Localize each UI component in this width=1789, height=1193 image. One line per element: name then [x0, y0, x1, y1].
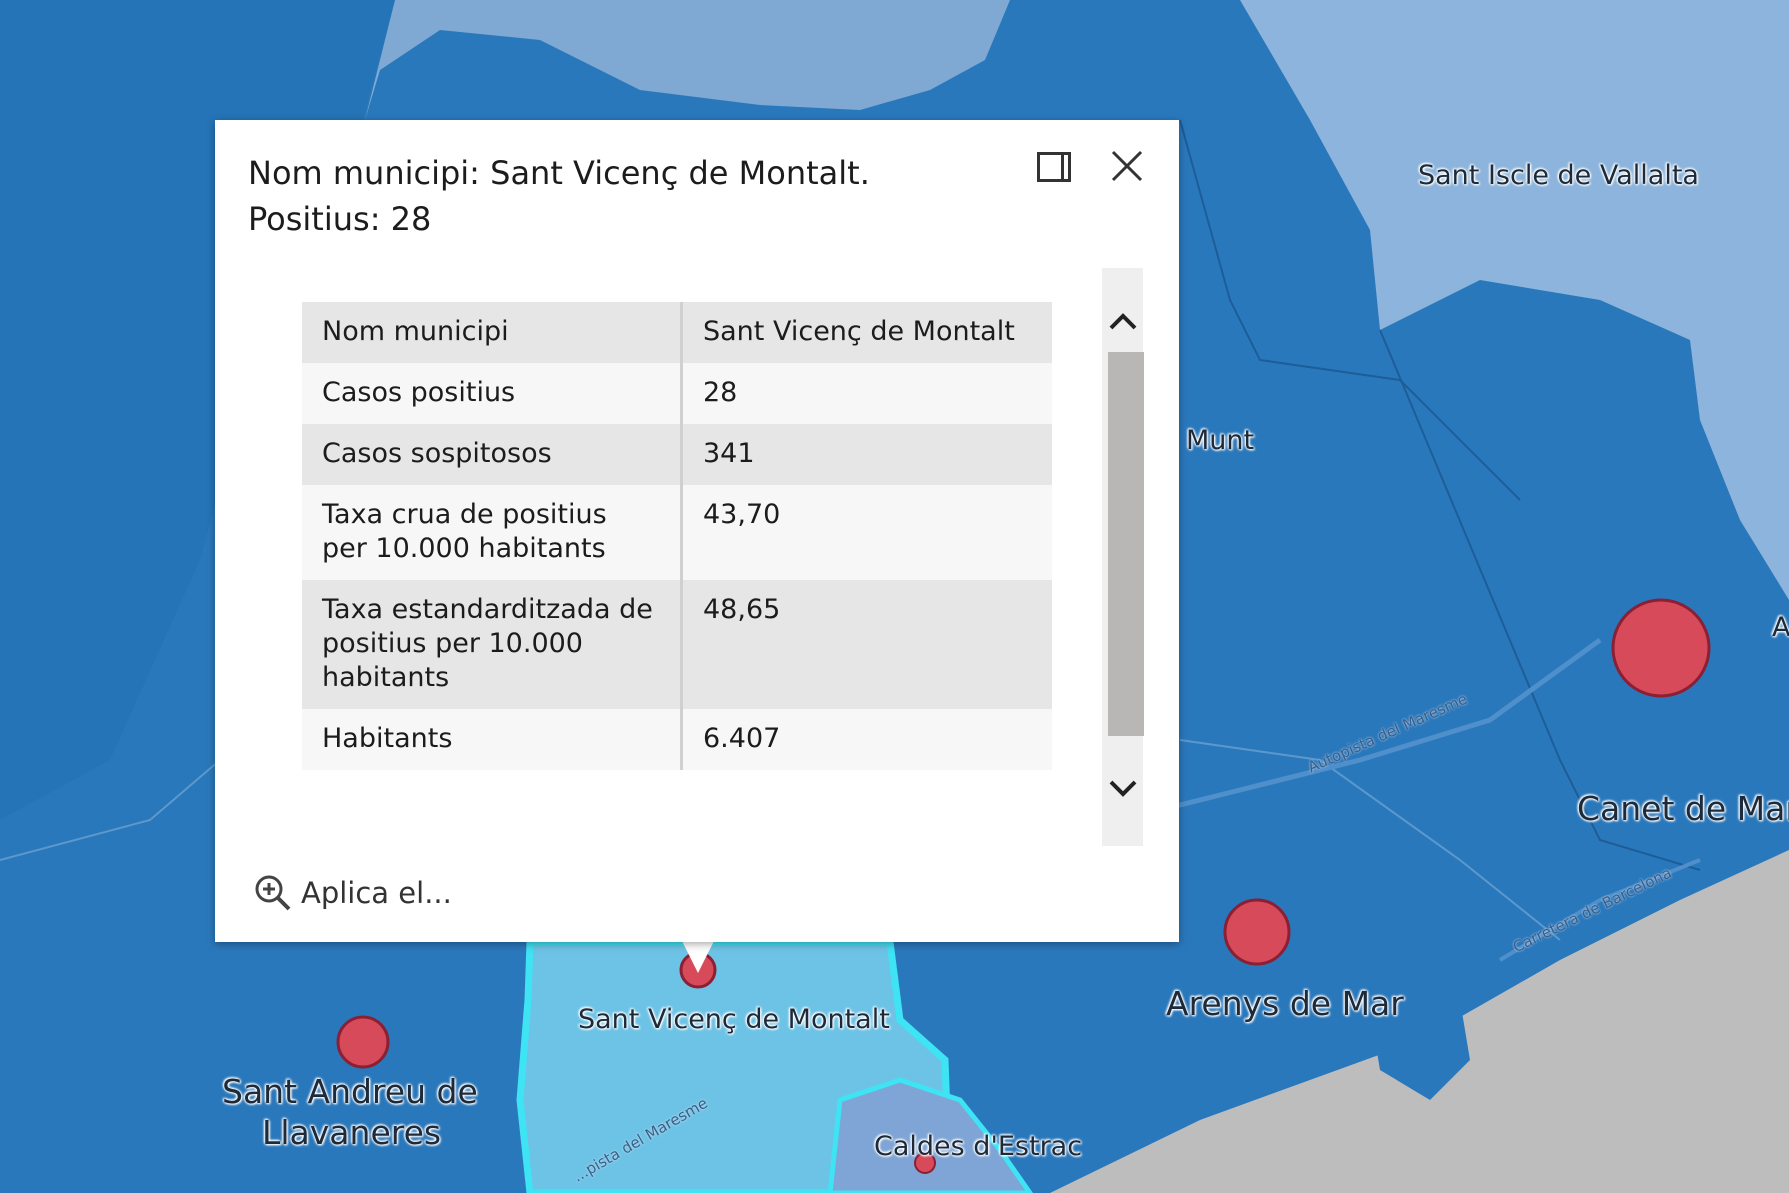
label-caldes: Caldes d'Estrac [874, 1131, 1083, 1162]
marker-canet[interactable] [1611, 598, 1711, 698]
label-munt: Munt [1186, 425, 1255, 456]
field-value: 43,70 [681, 485, 1052, 580]
popup-pointer [682, 941, 714, 973]
label-sant-andreu-line1: Sant Andreu de [222, 1072, 478, 1111]
table-row: Habitants 6.407 [302, 709, 1052, 770]
table-row: Taxa crua de positius per 10.000 habitan… [302, 485, 1052, 580]
marker-caldes[interactable] [914, 1152, 936, 1174]
region-east-light[interactable] [1720, 300, 1789, 560]
attribute-table-area: Nom municipi Sant Vicenç de Montalt Caso… [302, 302, 1052, 788]
popup-scrollbar[interactable] [1102, 268, 1144, 846]
feature-popup: Nom municipi: Sant Vicenç de Montalt. Po… [215, 120, 1179, 942]
label-sant-andreu-line2: Llavaneres [262, 1113, 442, 1152]
marker-sant-andreu[interactable] [336, 1015, 390, 1069]
region-caldes[interactable] [827, 1077, 1034, 1193]
table-row: Casos positius 28 [302, 363, 1052, 424]
table-row: Nom municipi Sant Vicenç de Montalt [302, 302, 1052, 363]
field-value: 6.407 [681, 709, 1052, 770]
dock-panel-icon[interactable] [1037, 152, 1071, 182]
scroll-up-icon[interactable] [1102, 268, 1143, 348]
popup-title: Nom municipi: Sant Vicenç de Montalt. Po… [248, 154, 870, 238]
label-sant-vicenc: Sant Vicenç de Montalt [578, 1004, 890, 1035]
table-row: Taxa estandarditzada de positius per 10.… [302, 580, 1052, 709]
attribute-table: Nom municipi Sant Vicenç de Montalt Caso… [302, 302, 1052, 770]
label-edge-a: A [1772, 612, 1789, 643]
field-value: 28 [681, 363, 1052, 424]
field-name: Casos sospitosos [302, 424, 683, 485]
region-north[interactable] [365, 0, 1010, 120]
scrollbar-thumb[interactable] [1108, 352, 1144, 736]
table-row: Casos sospitosos 341 [302, 424, 1052, 485]
sea [1050, 850, 1789, 1193]
close-icon[interactable] [1107, 146, 1147, 186]
zoom-to-action[interactable]: Aplica el... [253, 871, 452, 915]
field-name: Casos positius [302, 363, 683, 424]
label-sant-iscle: Sant Iscle de Vallalta [1418, 160, 1699, 191]
field-value: 48,65 [681, 580, 1052, 709]
field-value: 341 [681, 424, 1052, 485]
scroll-down-icon[interactable] [1102, 766, 1143, 846]
field-value: Sant Vicenç de Montalt [681, 302, 1052, 363]
zoom-in-icon [255, 875, 291, 911]
field-name: Habitants [302, 709, 683, 770]
region-sant-iscle[interactable] [1240, 0, 1789, 600]
field-name: Nom municipi [302, 302, 683, 363]
marker-arenys[interactable] [1223, 898, 1291, 966]
zoom-action-label: Aplica el... [301, 876, 452, 910]
field-name: Taxa estandarditzada de positius per 10.… [302, 580, 683, 709]
label-arenys: Arenys de Mar [1166, 984, 1404, 1023]
label-canet: Canet de Mar [1577, 789, 1789, 828]
field-name: Taxa crua de positius per 10.000 habitan… [302, 485, 683, 580]
